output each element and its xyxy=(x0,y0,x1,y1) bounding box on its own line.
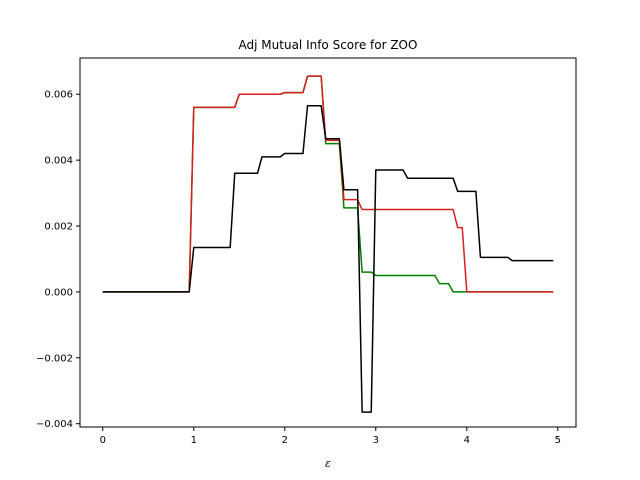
x-axis-label: ε xyxy=(325,457,331,470)
y-tick-label: −0.004 xyxy=(36,419,73,430)
x-tick-label: 3 xyxy=(373,435,379,446)
x-tick-label: 2 xyxy=(282,435,288,446)
y-tick-label: 0.006 xyxy=(44,90,73,101)
x-tick-label: 1 xyxy=(191,435,197,446)
y-tick-label: −0.002 xyxy=(36,353,73,364)
series-line-2 xyxy=(102,75,554,293)
x-tick-label: 5 xyxy=(555,435,561,446)
plot-frame xyxy=(79,57,577,428)
series-layer xyxy=(102,75,554,413)
y-tick-label: 0.000 xyxy=(44,287,73,298)
y-tick-label: 0.004 xyxy=(44,156,73,167)
series-line-3 xyxy=(102,105,554,413)
y-tick-label: 0.002 xyxy=(44,222,73,233)
chart-title: Adj Mutual Info Score for ZOO xyxy=(239,38,418,52)
x-tick-label: 4 xyxy=(464,435,470,446)
x-tick-label: 0 xyxy=(100,435,106,446)
axes-layer: 0 1 2 3 4 5 −0.004 −0.002 0.000 0.002 0.004 0.006 xyxy=(36,90,561,446)
